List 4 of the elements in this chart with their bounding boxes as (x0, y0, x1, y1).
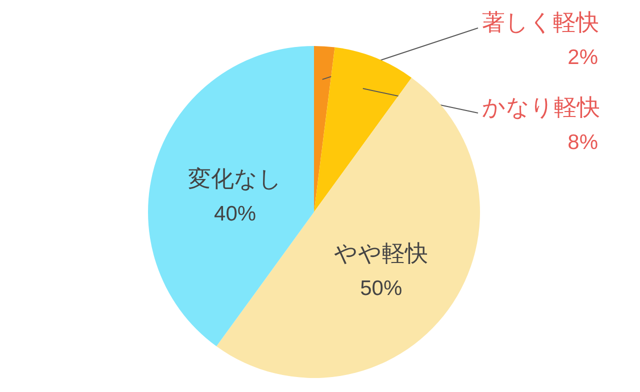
data-label: 2% (568, 46, 598, 69)
data-label: 8% (568, 131, 598, 154)
slice-label: かなり軽快 (482, 94, 600, 120)
slice-label: 著しく軽快 (482, 9, 599, 35)
